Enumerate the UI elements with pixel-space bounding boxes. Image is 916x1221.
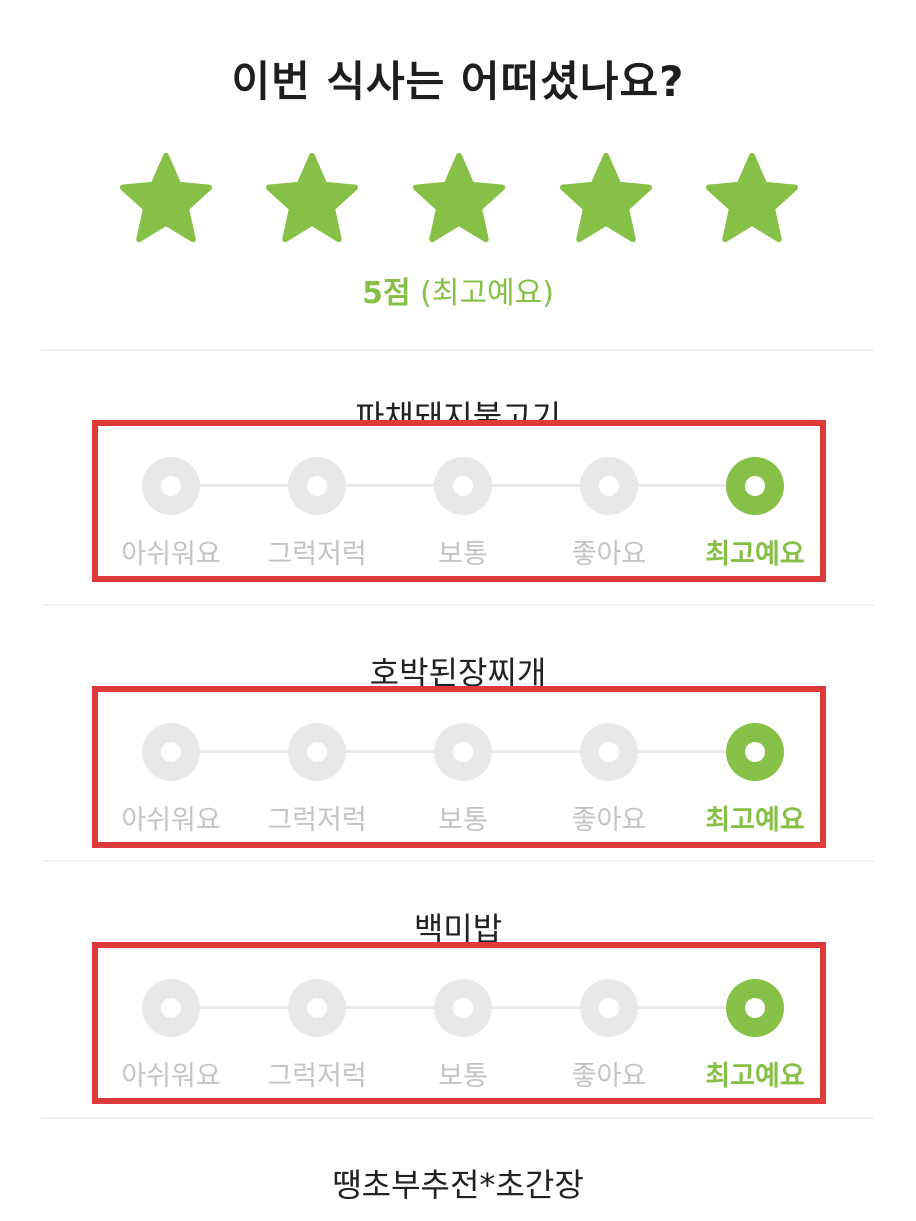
radio-icon bbox=[288, 979, 346, 1037]
rating-option-label: 최고예요 bbox=[705, 805, 805, 836]
dish-name: 호박된장찌개 bbox=[369, 654, 547, 692]
score-number: 5점 bbox=[362, 276, 411, 311]
divider bbox=[42, 860, 874, 862]
rating-option-label: 그럭저럭 bbox=[267, 1061, 367, 1092]
rating-option-label: 아쉬워요 bbox=[121, 1061, 221, 1092]
page-title: 이번 식사는 어떠셨나요? bbox=[231, 57, 685, 106]
radio-icon bbox=[434, 457, 492, 515]
rating-option-3[interactable]: 보통 bbox=[390, 692, 536, 842]
rating-option-2[interactable]: 그럭저럭 bbox=[244, 948, 390, 1098]
radio-icon bbox=[288, 457, 346, 515]
star-rating[interactable] bbox=[0, 150, 916, 250]
radio-icon bbox=[142, 723, 200, 781]
radio-icon bbox=[434, 723, 492, 781]
rating-option-label: 아쉬워요 bbox=[121, 539, 221, 570]
rating-option-label: 보통 bbox=[438, 805, 488, 836]
radio-selected-icon bbox=[726, 457, 784, 515]
radio-icon bbox=[580, 979, 638, 1037]
rating-option-label: 최고예요 bbox=[705, 1061, 805, 1092]
rating-option-1[interactable]: 아쉬워요 bbox=[98, 426, 244, 576]
radio-selected-icon bbox=[726, 723, 784, 781]
rating-option-4[interactable]: 좋아요 bbox=[536, 426, 682, 576]
rating-option-3[interactable]: 보통 bbox=[390, 426, 536, 576]
radio-icon bbox=[580, 723, 638, 781]
divider bbox=[42, 1117, 874, 1119]
rating-option-1[interactable]: 아쉬워요 bbox=[98, 692, 244, 842]
rating-option-label: 좋아요 bbox=[571, 539, 647, 570]
dish-rating-row: 아쉬워요 그럭저럭 보통 좋아요 최고예요 bbox=[92, 942, 826, 1104]
star-icon-4[interactable] bbox=[558, 150, 654, 246]
rating-option-label: 아쉬워요 bbox=[121, 805, 221, 836]
star-icon-5[interactable] bbox=[704, 150, 800, 246]
dish-name: 땡초부추전*초간장 bbox=[332, 1166, 584, 1204]
rating-option-5[interactable]: 최고예요 bbox=[682, 692, 828, 842]
divider bbox=[42, 349, 874, 351]
dish-rating-row: 아쉬워요 그럭저럭 보통 좋아요 최고예요 bbox=[92, 686, 826, 848]
radio-selected-icon bbox=[726, 979, 784, 1037]
rating-option-label: 그럭저럭 bbox=[267, 805, 367, 836]
rating-option-5[interactable]: 최고예요 bbox=[682, 426, 828, 576]
rating-option-5[interactable]: 최고예요 bbox=[682, 948, 828, 1098]
divider bbox=[42, 604, 874, 606]
star-icon-1[interactable] bbox=[118, 150, 214, 246]
rating-option-4[interactable]: 좋아요 bbox=[536, 948, 682, 1098]
rating-option-label: 그럭저럭 bbox=[267, 539, 367, 570]
rating-option-3[interactable]: 보통 bbox=[390, 948, 536, 1098]
star-icon-3[interactable] bbox=[411, 150, 507, 246]
rating-option-1[interactable]: 아쉬워요 bbox=[98, 948, 244, 1098]
rating-option-label: 좋아요 bbox=[571, 1061, 647, 1092]
radio-icon bbox=[434, 979, 492, 1037]
radio-icon bbox=[288, 723, 346, 781]
rating-option-2[interactable]: 그럭저럭 bbox=[244, 426, 390, 576]
radio-icon bbox=[142, 979, 200, 1037]
rating-option-label: 보통 bbox=[438, 1061, 488, 1092]
rating-option-2[interactable]: 그럭저럭 bbox=[244, 692, 390, 842]
radio-icon bbox=[142, 457, 200, 515]
radio-icon bbox=[580, 457, 638, 515]
score-summary: 5점 (최고예요) bbox=[0, 268, 916, 312]
dish-rating-row: 아쉬워요 그럭저럭 보통 좋아요 최고예요 bbox=[92, 420, 826, 582]
rating-option-label: 보통 bbox=[438, 539, 488, 570]
rating-option-4[interactable]: 좋아요 bbox=[536, 692, 682, 842]
dish-name: 백미밥 bbox=[413, 910, 503, 948]
rating-option-label: 최고예요 bbox=[705, 539, 805, 570]
star-icon-2[interactable] bbox=[264, 150, 360, 246]
rating-option-label: 좋아요 bbox=[571, 805, 647, 836]
score-text: (최고예요) bbox=[420, 276, 554, 311]
